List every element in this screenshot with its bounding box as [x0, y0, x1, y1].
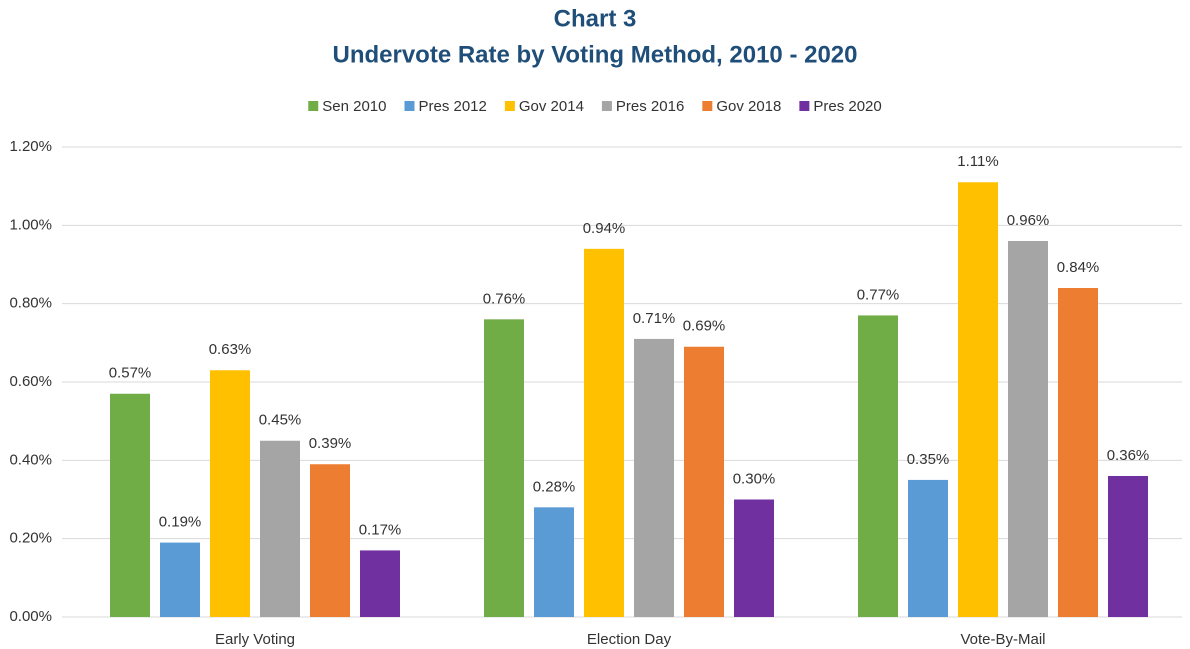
data-label: 0.17% — [359, 521, 402, 538]
data-label: 0.39% — [309, 435, 352, 452]
chart-subtitle: Undervote Rate by Voting Method, 2010 - … — [332, 41, 857, 68]
legend-swatch — [404, 101, 415, 111]
bar — [958, 182, 998, 617]
legend-label: Pres 2012 — [418, 98, 486, 115]
bar — [110, 393, 150, 617]
legend-swatch — [702, 101, 713, 111]
bar — [534, 507, 574, 617]
data-label: 0.94% — [583, 220, 626, 237]
data-label: 0.19% — [159, 514, 202, 531]
data-label: 0.84% — [1057, 259, 1100, 276]
y-tick-label: 0.80% — [9, 295, 52, 312]
bar — [1108, 476, 1148, 617]
bar — [1058, 288, 1098, 617]
data-label: 0.76% — [483, 290, 526, 307]
legend-label: Pres 2016 — [616, 98, 684, 115]
bar — [484, 319, 524, 617]
legend-swatch — [799, 101, 810, 111]
bar — [908, 479, 948, 617]
data-label: 0.45% — [259, 412, 302, 429]
legend-label: Sen 2010 — [322, 98, 386, 115]
legend-swatch — [601, 101, 612, 111]
bar — [1008, 241, 1048, 617]
x-tick-label: Election Day — [587, 631, 672, 648]
bar — [210, 370, 250, 617]
legend-label: Gov 2018 — [716, 98, 781, 115]
bar — [360, 550, 400, 617]
data-label: 0.57% — [109, 365, 152, 382]
legend-label: Gov 2014 — [519, 98, 584, 115]
data-label: 1.11% — [957, 153, 998, 170]
x-tick-label: Vote-By-Mail — [960, 631, 1045, 648]
y-tick-label: 0.60% — [9, 373, 52, 390]
bar — [684, 346, 724, 617]
bar — [310, 464, 350, 617]
data-label: 0.36% — [1107, 447, 1150, 464]
y-tick-label: 0.00% — [9, 608, 52, 625]
bar — [734, 499, 774, 617]
bar — [858, 315, 898, 617]
y-tick-label: 0.20% — [9, 530, 52, 547]
data-label: 0.35% — [907, 451, 950, 468]
bar — [160, 542, 200, 617]
y-tick-label: 1.00% — [9, 216, 52, 233]
data-label: 0.30% — [733, 470, 776, 487]
data-label: 0.28% — [533, 478, 576, 495]
data-label: 0.77% — [857, 286, 900, 303]
legend: Sen 2010 Pres 2012 Gov 2014 Pres 2016 Gov 20… — [308, 98, 882, 115]
legend-label: Pres 2020 — [813, 98, 881, 115]
legend-swatch — [308, 101, 319, 111]
chart-title: Chart 3 — [554, 5, 637, 32]
y-tick-label: 1.20% — [9, 138, 52, 155]
data-label: 0.96% — [1007, 212, 1050, 229]
y-tick-label: 0.40% — [9, 451, 52, 468]
data-label: 0.63% — [209, 341, 252, 358]
x-tick-label: Early Voting — [215, 631, 295, 648]
data-label: 0.69% — [683, 318, 726, 335]
bar — [634, 338, 674, 617]
data-label: 0.71% — [633, 310, 676, 327]
bar — [260, 440, 300, 617]
bar — [584, 248, 624, 618]
legend-swatch — [504, 101, 515, 111]
